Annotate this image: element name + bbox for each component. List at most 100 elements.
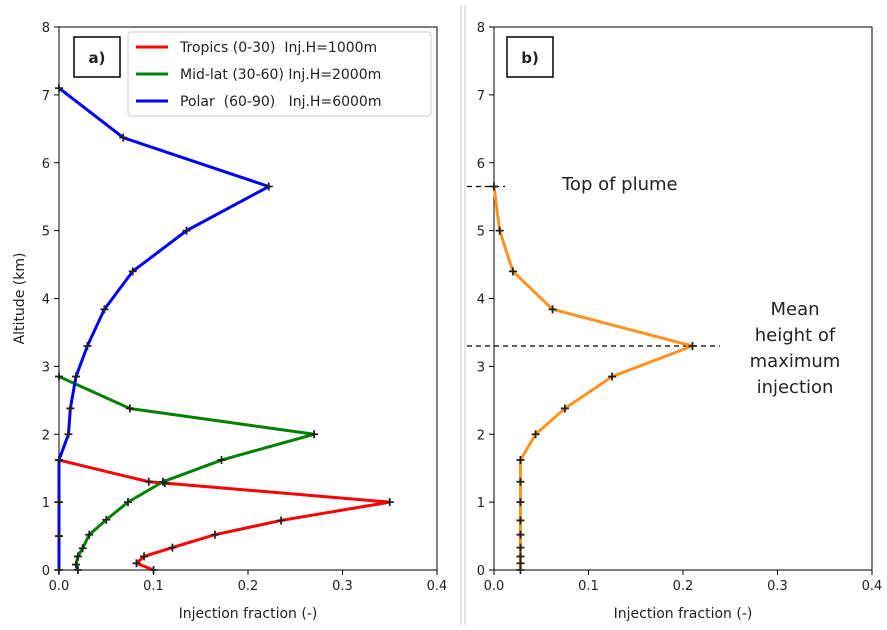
data-point-marker (128, 267, 137, 276)
legend-box (127, 31, 432, 117)
panel-label-box (73, 36, 121, 78)
data-point-marker (516, 559, 525, 568)
data-point-marker (495, 226, 504, 235)
data-point-marker (182, 226, 191, 235)
data-point-marker (123, 498, 132, 507)
y-tick-label: 1 (42, 496, 50, 511)
x-tick-label: 0.4 (862, 579, 883, 594)
data-point-marker (531, 430, 540, 439)
x-tick-label: 0.4 (427, 579, 448, 594)
data-point-marker (55, 456, 63, 465)
series-line-1 (58, 375, 316, 571)
x-tick-label: 0.2 (673, 579, 694, 594)
data-point-marker (608, 372, 617, 381)
data-point-marker (64, 430, 73, 439)
x-tick-label: 0.3 (767, 579, 788, 594)
data-point-marker (516, 477, 525, 486)
y-tick-label: 2 (477, 428, 485, 443)
y-tick-label: 8 (42, 21, 50, 36)
data-point-marker (102, 515, 111, 524)
data-point-marker (83, 342, 92, 351)
y-tick-label: 1 (477, 496, 485, 511)
y-tick-label: 5 (477, 225, 485, 240)
data-point-marker (210, 530, 219, 539)
annotation-mean-height-line: Mean (770, 299, 819, 320)
y-tick-label: 6 (42, 157, 50, 172)
y-tick-label: 4 (477, 293, 485, 308)
x-tick-label: 0.2 (238, 579, 259, 594)
y-tick-label: 4 (42, 293, 50, 308)
series-line-0 (492, 186, 694, 570)
data-point-marker (125, 404, 134, 413)
data-point-marker (548, 305, 557, 314)
data-point-marker (55, 84, 63, 93)
data-point-marker (119, 133, 128, 142)
chart-panel-a: 0.0 0.1 0.2 0.3 0.4 0 1 2 3 4 5 6 7 8 Injection fracti… (12, 21, 447, 622)
data-point-marker (516, 552, 525, 561)
data-point-marker (516, 530, 525, 539)
x-tick-label: 0.1 (143, 579, 164, 594)
data-point-marker (516, 498, 525, 507)
y-tick-label: 3 (42, 360, 50, 375)
data-point-marker (140, 552, 149, 561)
data-point-marker (688, 342, 697, 351)
data-point-marker (72, 560, 81, 569)
data-point-marker (385, 498, 394, 507)
legend-label: Tropics (0-30) Inj.H=1000m (179, 40, 377, 56)
panel-label: b) (521, 49, 539, 67)
chart-panel-b: 0.0 0.1 0.2 0.3 0.4 0 1 2 3 4 5 6 7 8 Injection fracti… (467, 21, 882, 622)
x-tick-label: 0.1 (578, 579, 599, 594)
panel-label: a) (89, 49, 106, 67)
data-point-marker (264, 182, 273, 191)
data-point-marker (100, 305, 109, 314)
data-point-marker (490, 182, 498, 191)
data-point-marker (55, 566, 63, 574)
data-point-marker (277, 516, 286, 525)
legend-label: Mid-lat (30-60) Inj.H=2000m (180, 67, 381, 83)
data-point-marker (149, 566, 158, 574)
y-tick-label: 8 (477, 21, 485, 36)
y-tick-label: 7 (477, 89, 485, 104)
y-tick-label: 6 (477, 157, 485, 172)
y-axis-label: Altitude (km) (12, 253, 28, 345)
legend-label: Polar (60-90) Inj.H=6000m (180, 94, 381, 110)
data-point-marker (158, 477, 167, 486)
data-point-marker (516, 543, 525, 552)
y-tick-label: 2 (42, 428, 50, 443)
y-tick-label: 3 (477, 360, 485, 375)
data-point-marker (72, 372, 81, 381)
series-line-2 (57, 86, 271, 570)
data-point-marker (85, 530, 94, 539)
data-point-marker (144, 477, 153, 486)
data-point-marker (516, 566, 525, 574)
data-point-marker (310, 430, 319, 439)
data-point-marker (132, 559, 141, 568)
x-tick-label: 0.0 (49, 579, 70, 594)
data-point-marker (78, 544, 87, 553)
data-point-marker (55, 498, 63, 507)
panel-label-box (506, 36, 554, 78)
annotation-mean-height-line: maximum (750, 351, 841, 372)
y-tick-label: 7 (42, 89, 50, 104)
y-tick-label: 0 (477, 564, 485, 579)
data-point-marker (168, 543, 177, 552)
x-tick-label: 0.0 (484, 579, 505, 594)
annotation-mean-height-line: height of (755, 325, 836, 346)
data-point-marker (73, 566, 82, 574)
annotation-mean-height-line: injection (757, 377, 834, 398)
data-point-marker (66, 404, 75, 413)
data-point-marker (55, 532, 63, 541)
data-point-marker (516, 516, 525, 525)
x-tick-label: 0.3 (332, 579, 353, 594)
y-tick-label: 0 (42, 564, 50, 579)
data-point-marker (73, 552, 82, 561)
x-axis-label: Injection fraction (-) (614, 606, 753, 622)
y-tick-label: 5 (42, 225, 50, 240)
data-point-marker (516, 456, 525, 465)
x-axis-label: Injection fraction (-) (179, 606, 318, 622)
legend: Tropics (0-30) Inj.H=1000m Mid-lat (30-60… (127, 31, 432, 117)
data-point-marker (508, 267, 517, 276)
annotation-top-of-plume: Top of plume (561, 174, 678, 195)
data-point-marker (217, 456, 226, 465)
